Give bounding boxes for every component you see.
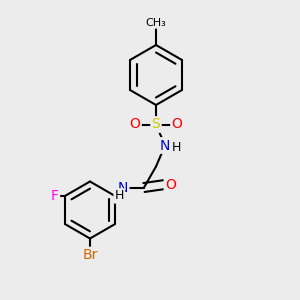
Text: N: N	[160, 139, 170, 152]
Text: N: N	[118, 181, 128, 194]
Text: S: S	[152, 118, 160, 131]
Text: Br: Br	[82, 248, 98, 262]
Text: H: H	[172, 141, 181, 154]
Text: CH₃: CH₃	[146, 17, 167, 28]
Text: O: O	[172, 118, 182, 131]
Text: F: F	[51, 189, 59, 203]
Text: O: O	[130, 118, 140, 131]
Text: O: O	[165, 178, 176, 191]
Text: H: H	[115, 189, 124, 203]
